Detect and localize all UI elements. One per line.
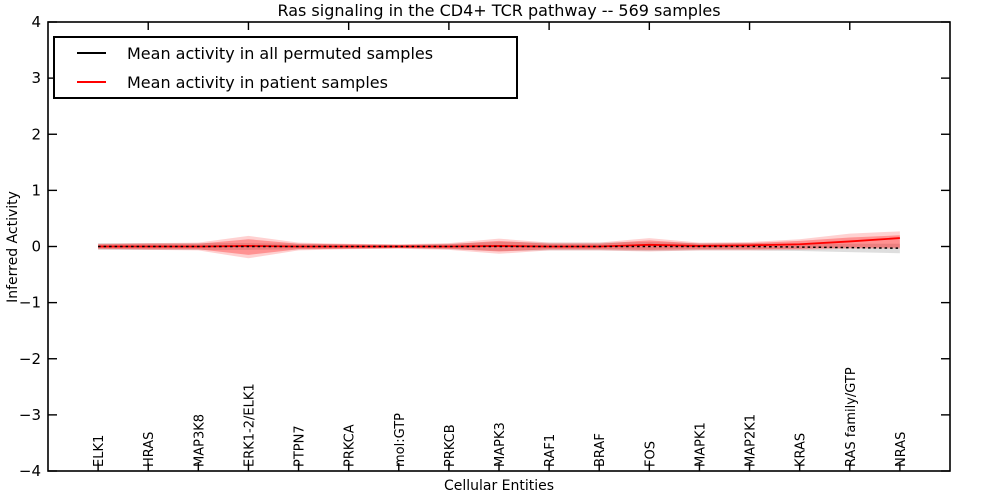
legend-line-patient-swatch (77, 81, 106, 83)
legend-line-permuted-swatch (77, 52, 106, 54)
legend: Mean activity in all permuted samples Me… (53, 36, 518, 99)
legend-label-permuted: Mean activity in all permuted samples (127, 43, 434, 63)
y-tick-label: 0 (31, 238, 41, 256)
y-tick-label: 1 (31, 181, 41, 199)
y-tick-label: 2 (31, 125, 41, 143)
x-category-label: PTPN7 (293, 425, 308, 467)
x-category-label: PRKCA (343, 424, 358, 467)
y-tick-label: −3 (19, 406, 41, 424)
x-category-label: HRAS (142, 432, 157, 467)
y-tick-label: −4 (19, 462, 41, 480)
x-category-label: MAPK3 (493, 422, 508, 467)
x-category-label: RAF1 (543, 434, 558, 467)
y-tick-label: 4 (31, 13, 41, 31)
x-category-label: PRKCB (443, 424, 458, 467)
permuted-mean-line (98, 245, 900, 249)
x-category-label: ERK1-2/ELK1 (242, 383, 257, 467)
y-tick-label: 3 (31, 69, 41, 87)
x-category-label: mol:GTP (393, 413, 408, 467)
chart-title: Ras signaling in the CD4+ TCR pathway --… (277, 1, 721, 20)
x-category-label: MAP2K1 (744, 414, 759, 467)
permuted-confidence-band (98, 242, 900, 254)
legend-item-patient: Mean activity in patient samples (55, 68, 516, 96)
x-category-label: MAP3K8 (192, 414, 207, 467)
patient-outer-band (98, 231, 900, 259)
x-category-label: BRAF (593, 433, 608, 467)
y-axis-label: Inferred Activity (5, 191, 21, 303)
x-category-label: ELK1 (92, 435, 107, 467)
x-category-label: FOS (643, 441, 658, 467)
x-category-label: MAPK1 (693, 422, 708, 467)
x-category-label: KRAS (794, 433, 809, 467)
x-category-label: NRAS (894, 432, 909, 467)
legend-label-patient: Mean activity in patient samples (127, 72, 388, 92)
x-axis-label: Cellular Entities (443, 478, 555, 494)
legend-item-permuted: Mean activity in all permuted samples (55, 39, 516, 67)
y-tick-label: −2 (19, 350, 41, 368)
y-tick-label: −1 (19, 294, 41, 312)
x-category-label: RAS family/GTP (844, 367, 859, 467)
